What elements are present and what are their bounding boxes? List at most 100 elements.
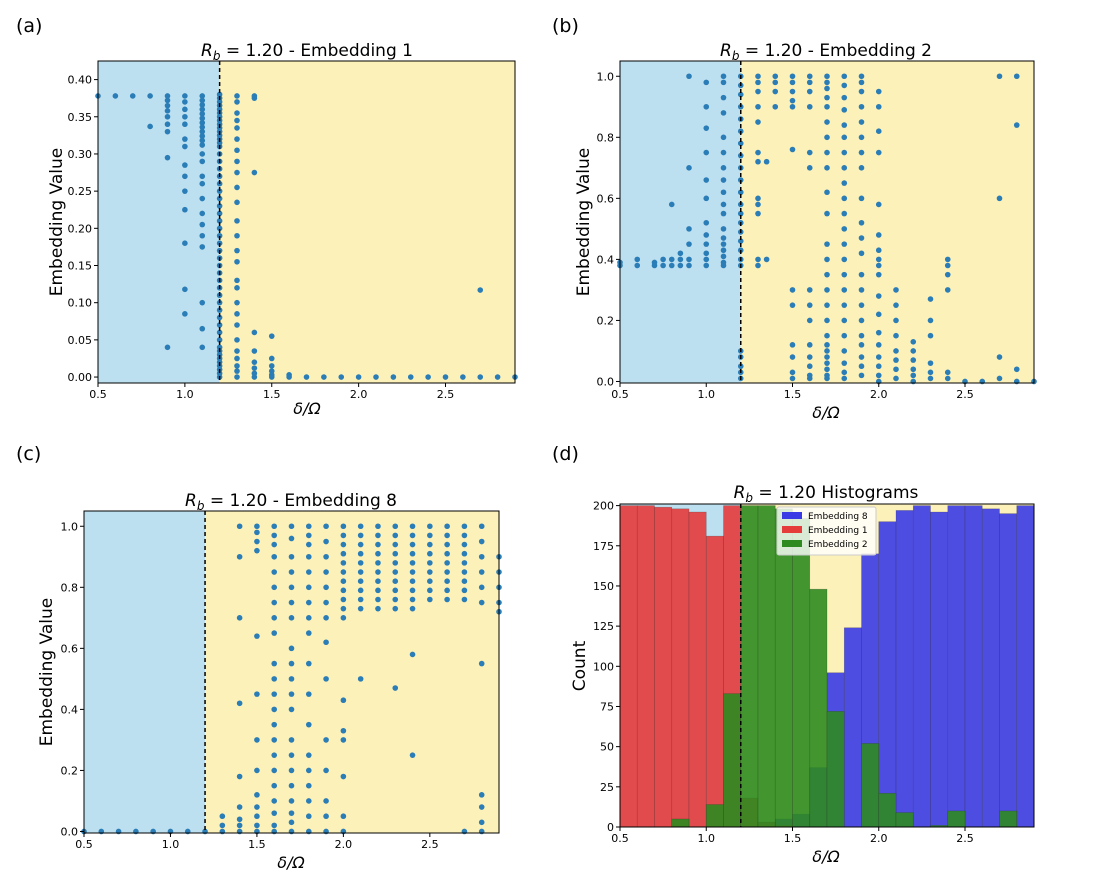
data-point [254, 633, 260, 639]
legend-label-embedding-2: Embedding 2 [808, 540, 868, 550]
data-point [893, 348, 899, 354]
panel-b-ytick-label: 0.0 [597, 375, 615, 388]
data-point [720, 226, 727, 232]
data-point [893, 287, 899, 293]
legend-swatch-embedding-1 [782, 526, 802, 533]
panel-c-phase-region-left [84, 511, 206, 833]
data-point [268, 333, 275, 339]
data-point [858, 250, 865, 257]
data-point [910, 372, 917, 379]
data-point [720, 201, 727, 208]
data-point [858, 287, 865, 293]
data-point [305, 767, 312, 774]
data-point [893, 317, 899, 324]
panel-d-ytick-label: 150 [593, 580, 614, 593]
data-point [444, 560, 450, 566]
data-point [234, 247, 240, 254]
data-point [216, 322, 223, 328]
data-point [444, 596, 450, 603]
data-point [824, 271, 830, 278]
panel-a-xtick-label: 2.5 [437, 388, 455, 401]
data-point [323, 798, 329, 804]
data-point [660, 256, 666, 263]
data-point [234, 299, 240, 306]
data-point [858, 165, 865, 171]
data-point [323, 639, 329, 646]
data-point [199, 195, 206, 202]
panel-a-ytick-label: 0.05 [68, 334, 93, 347]
data-point [392, 578, 399, 584]
data-point [164, 128, 171, 135]
data-point [164, 121, 171, 128]
data-point [841, 107, 848, 113]
data-point [686, 165, 692, 171]
panel-d-ytick-label: 25 [600, 781, 614, 794]
data-point [893, 332, 899, 339]
data-point [875, 128, 882, 134]
data-point [806, 317, 813, 324]
data-point [340, 550, 347, 557]
data-point [841, 369, 848, 376]
data-point [199, 173, 206, 180]
data-point [340, 737, 347, 743]
data-point [234, 311, 240, 317]
data-point [875, 88, 882, 95]
data-point [720, 253, 727, 260]
data-point [789, 375, 796, 382]
data-point [824, 79, 830, 86]
data-point [703, 177, 710, 183]
data-point [858, 302, 865, 308]
data-point [251, 365, 258, 371]
data-point [305, 798, 312, 804]
data-point [251, 169, 258, 176]
data-point [789, 79, 796, 86]
data-point [375, 532, 381, 539]
data-point [806, 375, 813, 382]
histogram-bar [861, 743, 880, 828]
panel-c-xtick-label: 0.5 [75, 838, 93, 851]
data-point [686, 241, 692, 247]
data-point [427, 596, 433, 603]
data-point [720, 247, 727, 254]
data-point [375, 587, 381, 594]
data-point [305, 584, 312, 591]
data-point [461, 550, 468, 557]
data-point [893, 366, 899, 373]
data-point [288, 599, 295, 606]
data-point [234, 169, 240, 176]
data-point [755, 201, 761, 208]
data-point [392, 569, 399, 575]
data-point [236, 822, 243, 829]
data-point [703, 262, 710, 269]
data-point [271, 782, 278, 789]
data-point [305, 615, 312, 621]
data-point [755, 103, 761, 110]
panel-d-ytick-label: 75 [600, 700, 614, 713]
panel-a-ytick-label: 0.20 [68, 222, 93, 235]
data-point [340, 523, 347, 530]
data-point [129, 93, 136, 99]
data-point [737, 189, 744, 196]
data-point [392, 596, 399, 603]
data-point [660, 262, 666, 269]
data-point [686, 73, 692, 80]
data-point [199, 151, 206, 157]
data-point [634, 262, 641, 269]
data-point [271, 630, 278, 636]
data-point [720, 165, 727, 171]
data-point [477, 287, 484, 293]
data-point [806, 88, 813, 95]
legend: Embedding 8 Embedding 1 Embedding 2 [776, 506, 877, 556]
data-point [427, 550, 433, 557]
data-point [271, 569, 278, 575]
data-point [234, 285, 240, 291]
panel-a-ytick-label: 0.40 [68, 74, 93, 87]
data-point [444, 523, 450, 530]
data-point [478, 538, 485, 545]
data-point [806, 287, 813, 293]
data-point [254, 547, 260, 554]
data-point [234, 184, 240, 191]
data-point [806, 149, 813, 156]
data-point [357, 578, 364, 584]
data-point [340, 615, 347, 621]
